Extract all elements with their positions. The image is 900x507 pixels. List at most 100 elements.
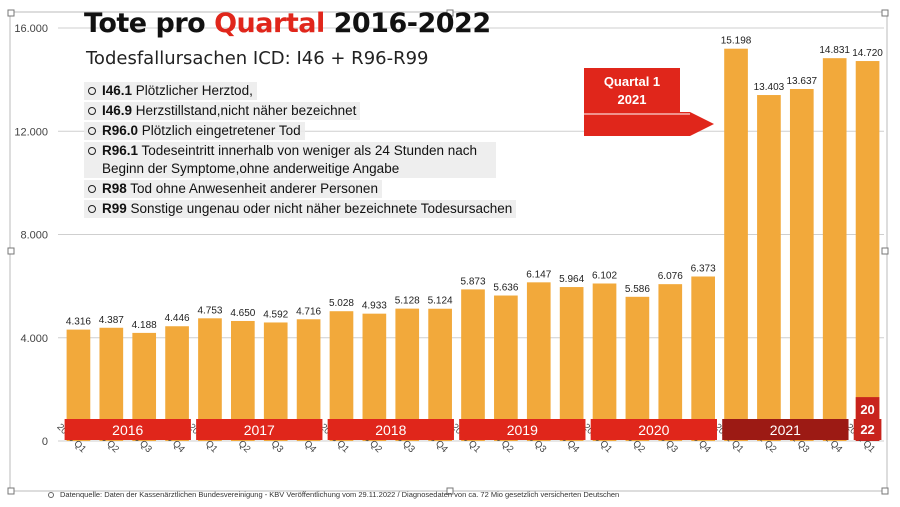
icd-description: Plötzlicher Herztod, [132, 83, 253, 98]
bar [559, 287, 584, 441]
y-tick-label: 8.000 [20, 230, 48, 242]
bar [658, 284, 683, 441]
bar-value-label: 4.650 [230, 308, 255, 319]
icd-description: Plötzlich eingetretener Tod [138, 123, 301, 138]
bar-value-label: 4.716 [296, 306, 321, 317]
icd-item: I46.9 Herzstillstand,nicht näher bezeich… [84, 102, 361, 120]
icd-item: R98 Tod ohne Anwesenheit anderer Persone… [84, 180, 382, 198]
bar-value-label: 5.028 [329, 298, 354, 309]
bar-value-label: 4.933 [362, 301, 387, 312]
bar-value-label: 5.964 [559, 274, 584, 285]
y-tick-label: 4.000 [20, 333, 48, 345]
bar-value-label: 6.076 [658, 271, 683, 282]
chart-subtitle: Todesfallursachen ICD: I46 + R96-R99 [86, 48, 429, 69]
icd-code: R96.0 [102, 123, 139, 138]
bar [461, 289, 485, 441]
icd-item: R96.0 Plötzlich eingetretener Tod [84, 122, 305, 140]
bar-value-label: 4.387 [99, 315, 124, 326]
bar-value-label: 4.188 [132, 320, 157, 331]
bar [625, 296, 650, 441]
icd-description: Sonstige ungenau oder nicht näher bezeic… [126, 201, 513, 216]
year-band-label: 20 [860, 402, 874, 417]
bar [494, 295, 518, 441]
frame-handle [881, 247, 889, 255]
title-accent: Quartal [214, 8, 325, 39]
bar-value-label: 5.636 [493, 283, 518, 294]
bar [231, 320, 255, 441]
icd-item: I46.1 Plötzlicher Herztod, [84, 82, 257, 100]
year-band [196, 419, 323, 440]
bar-value-label: 15.198 [721, 36, 752, 47]
bar [362, 313, 387, 441]
frame-handle [7, 9, 15, 17]
frame-handle [881, 487, 889, 495]
bar-value-label: 4.446 [165, 313, 190, 324]
bar [526, 282, 551, 441]
bar-value-label: 13.403 [754, 82, 785, 93]
icd-code: I46.9 [102, 103, 133, 118]
bar [198, 318, 222, 441]
bar [165, 326, 189, 441]
y-tick-label: 12.000 [14, 126, 48, 138]
bar [132, 332, 157, 441]
icd-code: I46.1 [102, 83, 133, 98]
chart-title: Tote pro Quartal 2016-2022 [84, 8, 491, 39]
bar-value-label: 13.637 [787, 76, 818, 87]
year-band [459, 419, 586, 440]
bar [428, 308, 452, 441]
bar-value-label: 6.102 [592, 270, 617, 281]
title-part2: 2016-2022 [333, 8, 492, 39]
callout-line2: 2021 [618, 92, 647, 107]
frame-handle [446, 9, 454, 17]
bar [789, 88, 814, 441]
year-band-label: 2016 [112, 422, 143, 438]
bar [822, 58, 847, 442]
icd-item: R96.1 Todeseintritt innerhalb von wenige… [84, 142, 496, 178]
bar-value-label: 14.720 [852, 48, 883, 59]
icd-description: Todeseintritt innerhalb von weniger als … [102, 143, 478, 176]
bar [592, 283, 617, 441]
callout-box [584, 68, 680, 116]
frame-handle [7, 247, 15, 255]
bar-value-label: 4.592 [263, 309, 288, 320]
icd-code: R96.1 [102, 143, 139, 158]
bar-value-label: 5.128 [395, 296, 420, 307]
bar-value-label: 4.753 [197, 305, 222, 316]
bar [296, 319, 321, 441]
frame-handle [7, 487, 15, 495]
year-band-label: 2020 [638, 422, 669, 438]
year-band-label: 2019 [507, 422, 538, 438]
bar [724, 48, 748, 441]
bar [855, 61, 880, 441]
icd-code: R99 [102, 201, 127, 216]
icd-description: Herzstillstand,nicht näher bezeichnet [132, 103, 357, 118]
bar [329, 311, 354, 441]
year-band-label: 2017 [244, 422, 275, 438]
icd-code-list: I46.1 Plötzlicher Herztod, I46.9 Herzstil… [84, 82, 517, 220]
year-band-label: 2018 [375, 422, 406, 438]
bar [395, 308, 420, 441]
title-part1: Tote pro [84, 8, 206, 39]
bar-value-label: 6.147 [526, 269, 551, 280]
bar-value-label: 5.873 [460, 276, 485, 287]
year-band [722, 419, 849, 440]
bar [66, 329, 91, 441]
bar [263, 322, 288, 441]
year-band-label: 2021 [770, 422, 801, 438]
bar [757, 95, 781, 441]
bar-value-label: 14.831 [819, 45, 850, 56]
bar-value-label: 5.124 [428, 296, 453, 307]
year-band [590, 419, 717, 440]
icd-code: R98 [102, 181, 127, 196]
bar-value-label: 4.316 [66, 317, 91, 328]
icd-description: Tod ohne Anwesenheit anderer Personen [126, 181, 378, 196]
source-note: Datenquelle: Daten der Kassenärztlichen … [48, 490, 619, 499]
bar-value-label: 5.586 [625, 284, 650, 295]
bar [691, 276, 715, 441]
y-tick-label: 16.000 [14, 23, 48, 35]
y-tick-label: 0 [42, 436, 48, 448]
year-band [327, 419, 454, 440]
bar-value-label: 6.373 [691, 263, 716, 274]
year-band [853, 419, 882, 440]
